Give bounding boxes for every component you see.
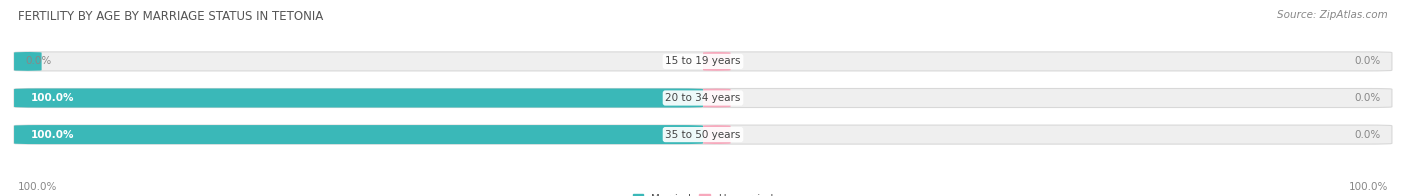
Text: 0.0%: 0.0% (1354, 130, 1381, 140)
FancyBboxPatch shape (703, 52, 731, 71)
Text: 35 to 50 years: 35 to 50 years (665, 130, 741, 140)
Text: 0.0%: 0.0% (1354, 56, 1381, 66)
FancyBboxPatch shape (14, 125, 703, 144)
FancyBboxPatch shape (14, 52, 42, 71)
Text: FERTILITY BY AGE BY MARRIAGE STATUS IN TETONIA: FERTILITY BY AGE BY MARRIAGE STATUS IN T… (18, 10, 323, 23)
Text: Source: ZipAtlas.com: Source: ZipAtlas.com (1277, 10, 1388, 20)
FancyBboxPatch shape (14, 125, 1392, 144)
FancyBboxPatch shape (703, 88, 731, 108)
Text: 0.0%: 0.0% (1354, 93, 1381, 103)
Text: 20 to 34 years: 20 to 34 years (665, 93, 741, 103)
Text: 100.0%: 100.0% (31, 130, 75, 140)
Text: 100.0%: 100.0% (31, 93, 75, 103)
Legend: Married, Unmarried: Married, Unmarried (628, 190, 778, 196)
FancyBboxPatch shape (703, 125, 731, 144)
FancyBboxPatch shape (14, 88, 703, 108)
Text: 100.0%: 100.0% (1348, 182, 1388, 192)
Text: 100.0%: 100.0% (18, 182, 58, 192)
FancyBboxPatch shape (14, 88, 1392, 108)
FancyBboxPatch shape (14, 52, 1392, 71)
Text: 15 to 19 years: 15 to 19 years (665, 56, 741, 66)
Text: 0.0%: 0.0% (25, 56, 52, 66)
